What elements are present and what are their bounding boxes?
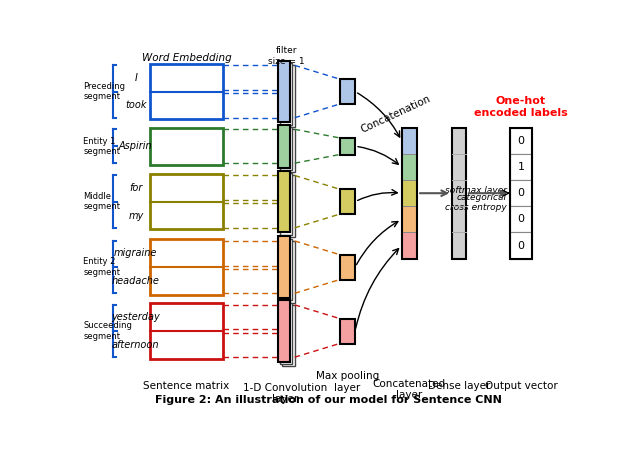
Bar	[402, 233, 417, 258]
Bar	[340, 255, 355, 279]
Bar	[340, 79, 355, 104]
Text: yesterday: yesterday	[111, 312, 160, 322]
Text: filter
size = 1: filter size = 1	[268, 46, 305, 66]
Bar	[402, 128, 417, 258]
Text: my: my	[128, 211, 143, 221]
Bar	[278, 236, 290, 298]
Bar	[150, 303, 223, 359]
Bar	[402, 206, 417, 233]
Text: softmax layer: softmax layer	[445, 186, 507, 195]
Bar	[282, 176, 294, 237]
Text: One-hot
encoded labels: One-hot encoded labels	[474, 96, 568, 118]
Bar	[402, 180, 417, 206]
Text: Concatenation: Concatenation	[359, 94, 432, 135]
Bar	[280, 127, 292, 170]
Bar	[282, 305, 294, 366]
Text: migraine: migraine	[114, 248, 157, 258]
Text: Aspirin: Aspirin	[119, 141, 152, 151]
Bar	[278, 300, 290, 362]
Text: 1: 1	[518, 162, 524, 172]
Bar	[150, 239, 223, 295]
Bar	[278, 61, 290, 122]
Text: took: took	[125, 101, 147, 111]
Text: Middle
segment: Middle segment	[83, 192, 120, 212]
Text: 0: 0	[518, 214, 524, 224]
Bar	[452, 128, 466, 258]
Text: Entity 1
segment: Entity 1 segment	[83, 136, 120, 156]
Text: Preceding
segment: Preceding segment	[83, 82, 125, 101]
Bar	[278, 171, 290, 233]
Bar	[340, 318, 355, 344]
Text: for: for	[129, 183, 143, 193]
Text: Figure 2: An illustration of our model for Sentence CNN: Figure 2: An illustration of our model f…	[155, 394, 501, 404]
Bar	[280, 63, 292, 125]
Bar	[402, 128, 417, 154]
Bar	[280, 238, 292, 300]
Bar	[150, 174, 223, 229]
Bar	[510, 128, 532, 258]
Text: Max pooling
layer: Max pooling layer	[316, 371, 379, 393]
Text: Concatenated
layer: Concatenated layer	[373, 379, 446, 400]
Text: Output vector: Output vector	[484, 381, 557, 391]
Text: Succeeding
segment: Succeeding segment	[83, 321, 132, 341]
Text: Sentence matrix: Sentence matrix	[143, 381, 230, 391]
Text: Entity 2
segment: Entity 2 segment	[83, 258, 120, 277]
Bar	[282, 241, 294, 303]
Bar	[510, 180, 532, 206]
Bar	[510, 154, 532, 180]
Text: afternoon: afternoon	[112, 340, 159, 350]
Text: headache: headache	[112, 276, 160, 286]
Text: 0: 0	[518, 136, 524, 146]
Bar	[340, 138, 355, 155]
Bar	[402, 154, 417, 180]
Text: Dense layer: Dense layer	[428, 381, 490, 391]
Bar	[280, 173, 292, 235]
Bar	[280, 303, 292, 364]
Bar	[340, 189, 355, 214]
Bar	[278, 125, 290, 168]
Text: I: I	[134, 73, 137, 83]
Text: categorical
cross entropy: categorical cross entropy	[445, 193, 507, 212]
Text: 0: 0	[518, 188, 524, 198]
Bar	[150, 64, 223, 119]
Bar	[510, 233, 532, 258]
Text: Word Embedding: Word Embedding	[141, 53, 232, 63]
Text: 0: 0	[518, 241, 524, 251]
Bar	[510, 206, 532, 233]
Bar	[510, 128, 532, 154]
Bar	[150, 128, 223, 165]
Bar	[282, 129, 294, 172]
Text: 1-D Convolution
layer: 1-D Convolution layer	[243, 383, 328, 404]
Bar	[282, 66, 294, 127]
